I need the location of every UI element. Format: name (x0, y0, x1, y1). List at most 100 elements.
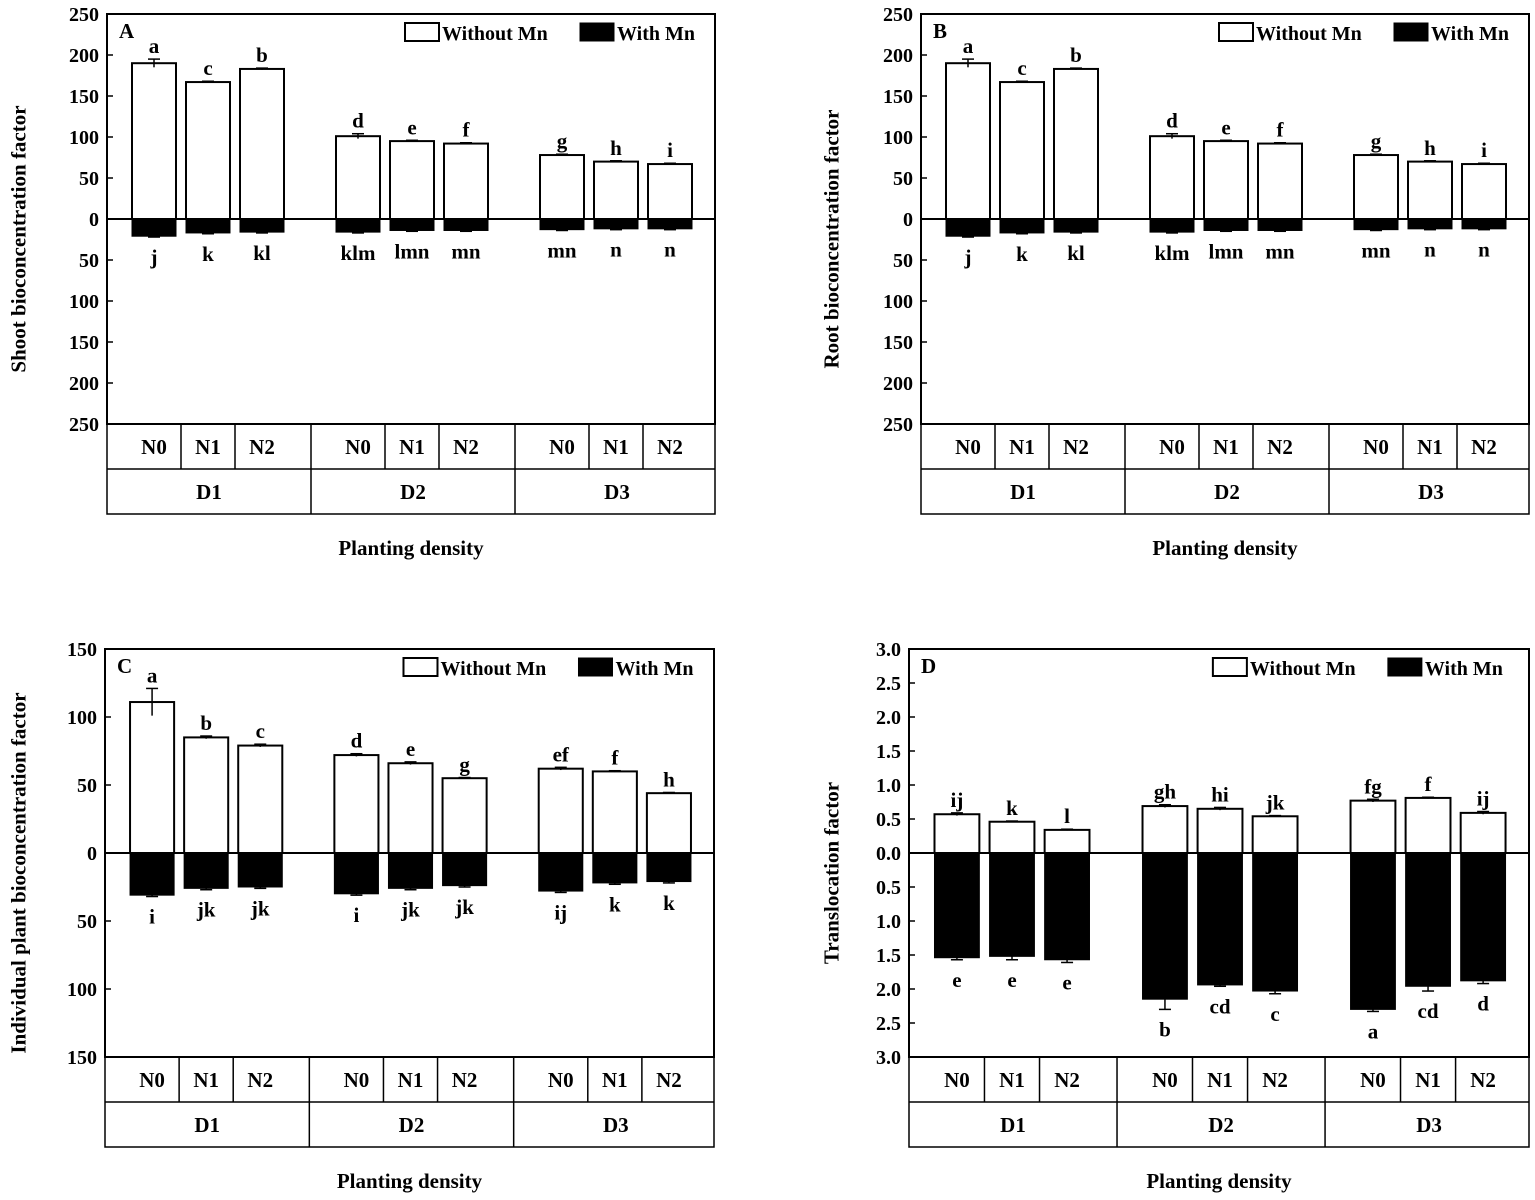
category-label: N0 (141, 435, 167, 459)
bar-without-mn (389, 140, 435, 221)
y-tick-label: 50 (77, 911, 97, 933)
category-label: N2 (249, 435, 275, 459)
significance-letter: j (150, 245, 158, 269)
group-label: D1 (196, 480, 222, 504)
panel-b: 250 200 150 100 50 0 50 100 150 200 250 Root biocon… (819, 4, 1530, 560)
significance-letter: klm (340, 241, 376, 265)
bar-with-mn (387, 852, 434, 889)
significance-letter: g (459, 753, 470, 777)
y-tick-label: 200 (69, 373, 99, 395)
significance-letter: b (1070, 43, 1082, 67)
bar-with-mn (443, 218, 489, 231)
significance-letter: mn (547, 238, 576, 262)
category-label: N2 (1471, 435, 1497, 459)
category-label: N0 (955, 435, 981, 459)
bar-with-mn (129, 852, 175, 896)
bar-without-mn (441, 777, 488, 855)
significance-letter: i (667, 138, 673, 162)
category-label: N0 (549, 435, 575, 459)
category-label: N1 (999, 1068, 1025, 1092)
category-label: N1 (193, 1068, 219, 1092)
significance-letter: g (1371, 129, 1382, 153)
significance-letter: f (1277, 118, 1285, 142)
group-label: D2 (400, 480, 426, 504)
bar-without-mn (129, 701, 176, 854)
category-label: N1 (1207, 1068, 1233, 1092)
y-tick-label: 0 (903, 209, 913, 231)
significance-letter: b (200, 711, 212, 735)
y-tick-label: 50 (893, 250, 913, 272)
y-tick-label: 0 (87, 843, 97, 865)
legend-swatch-without-mn (402, 657, 439, 677)
bar-with-mn (647, 218, 693, 230)
bar-with-mn (592, 852, 638, 884)
significance-letter: h (1424, 136, 1436, 160)
significance-letter: k (609, 892, 621, 916)
bar-with-mn (237, 852, 283, 888)
bar-without-mn (988, 820, 1036, 854)
y-axis-label: Root bioconcentration factor (819, 110, 843, 369)
y-tick-label: 3.0 (876, 1047, 901, 1069)
significance-letter: n (610, 238, 622, 262)
category-label: N1 (602, 1068, 628, 1092)
bar-with-mn (646, 852, 692, 883)
significance-letter: e (1221, 115, 1230, 139)
significance-letter: jk (196, 898, 216, 922)
significance-letter: lmn (394, 239, 429, 263)
significance-letter: kl (1067, 241, 1085, 265)
bar-without-mn (237, 744, 284, 854)
y-tick-label: 0 (89, 209, 99, 231)
bar-without-mn (593, 160, 639, 221)
bar-without-mn (945, 62, 991, 221)
category-label: N2 (657, 435, 683, 459)
category-label: N2 (1063, 435, 1089, 459)
significance-letter: d (352, 109, 364, 133)
bar-without-mn (1149, 135, 1195, 220)
group-label: D1 (1010, 480, 1036, 504)
bar-with-mn (1353, 218, 1399, 231)
significance-letter: e (407, 115, 416, 139)
group-label: D2 (1208, 1113, 1234, 1137)
y-tick-label: 2.5 (876, 673, 901, 695)
bar-with-mn (539, 218, 585, 231)
significance-letter: mn (1265, 239, 1294, 263)
y-axis-label: Translocation factor (819, 782, 843, 964)
y-tick-label: 3.0 (876, 639, 901, 661)
bar-without-mn (539, 154, 585, 220)
group-label: D3 (604, 480, 630, 504)
legend-label-without-mn: Without Mn (1256, 23, 1362, 45)
bar-with-mn (185, 218, 231, 234)
y-tick-label: 0.0 (876, 843, 901, 865)
significance-letter: h (610, 136, 622, 160)
y-tick-label: 1.0 (876, 775, 901, 797)
category-label: N2 (1262, 1068, 1288, 1092)
bar-without-mn (335, 135, 381, 220)
category-label: N0 (1363, 435, 1389, 459)
legend-swatch-without-mn (1218, 22, 1254, 42)
y-tick-label: 150 (883, 332, 913, 354)
y-tick-label: 1.5 (876, 945, 901, 967)
bar-with-mn (1252, 852, 1299, 992)
category-label: N0 (344, 1068, 370, 1092)
bar-without-mn (647, 163, 693, 220)
significance-letter: kl (253, 241, 271, 265)
y-axis-label: Individual plant bioconcentration factor (6, 692, 30, 1053)
bar-without-mn (933, 813, 981, 854)
significance-letter: c (1270, 1002, 1279, 1026)
significance-letter: j (964, 245, 972, 269)
significance-letter: f (611, 746, 619, 770)
y-tick-label: 250 (883, 414, 913, 436)
bar-without-mn (1459, 811, 1507, 855)
y-tick-label: 150 (67, 639, 97, 661)
group-label: D3 (1418, 480, 1444, 504)
significance-letter: c (203, 56, 212, 80)
significance-letter: d (1166, 109, 1178, 133)
significance-letter: a (963, 34, 974, 58)
significance-letter: n (664, 238, 676, 262)
significance-letter: mn (451, 239, 480, 263)
category-label: N0 (139, 1068, 165, 1092)
legend-label-without-mn: Without Mn (1250, 658, 1356, 680)
bar-with-mn (183, 852, 229, 889)
y-tick-label: 50 (79, 168, 99, 190)
category-label: N1 (398, 1068, 424, 1092)
